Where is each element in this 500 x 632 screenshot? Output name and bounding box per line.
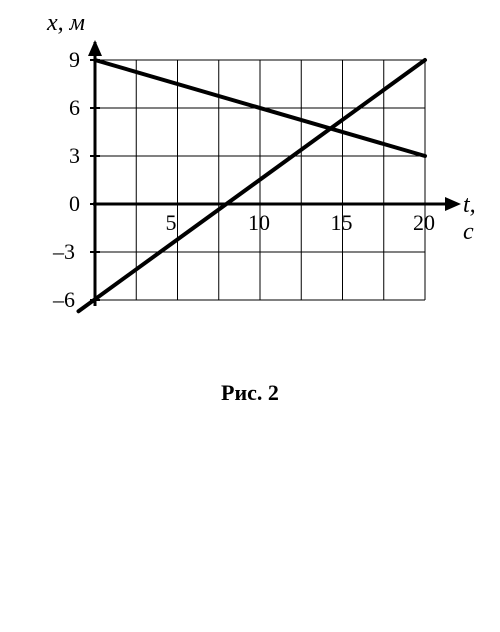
chart-area: x, мt, с–6–303695101520 (35, 40, 465, 340)
y-tick-0: 0 (69, 191, 80, 217)
x-tick-5: 5 (166, 210, 177, 236)
y-tick-9: 9 (69, 47, 80, 73)
figure-container: x, м t, с –6 –3 0 3 6 9 5 10 15 20 Рис. 2 (0, 0, 500, 632)
y-tick--6: –6 (53, 287, 75, 313)
y-axis-label: x, м (47, 10, 85, 37)
chart-svg (35, 40, 465, 340)
x-tick-20: 20 (413, 210, 435, 236)
x-tick-10: 10 (248, 210, 270, 236)
y-tick-3: 3 (69, 143, 80, 169)
x-tick-15: 15 (331, 210, 353, 236)
y-tick-6: 6 (69, 95, 80, 121)
figure-caption: Рис. 2 (0, 380, 500, 406)
x-axis-label: t, с (463, 192, 476, 246)
y-tick--3: –3 (53, 239, 75, 265)
